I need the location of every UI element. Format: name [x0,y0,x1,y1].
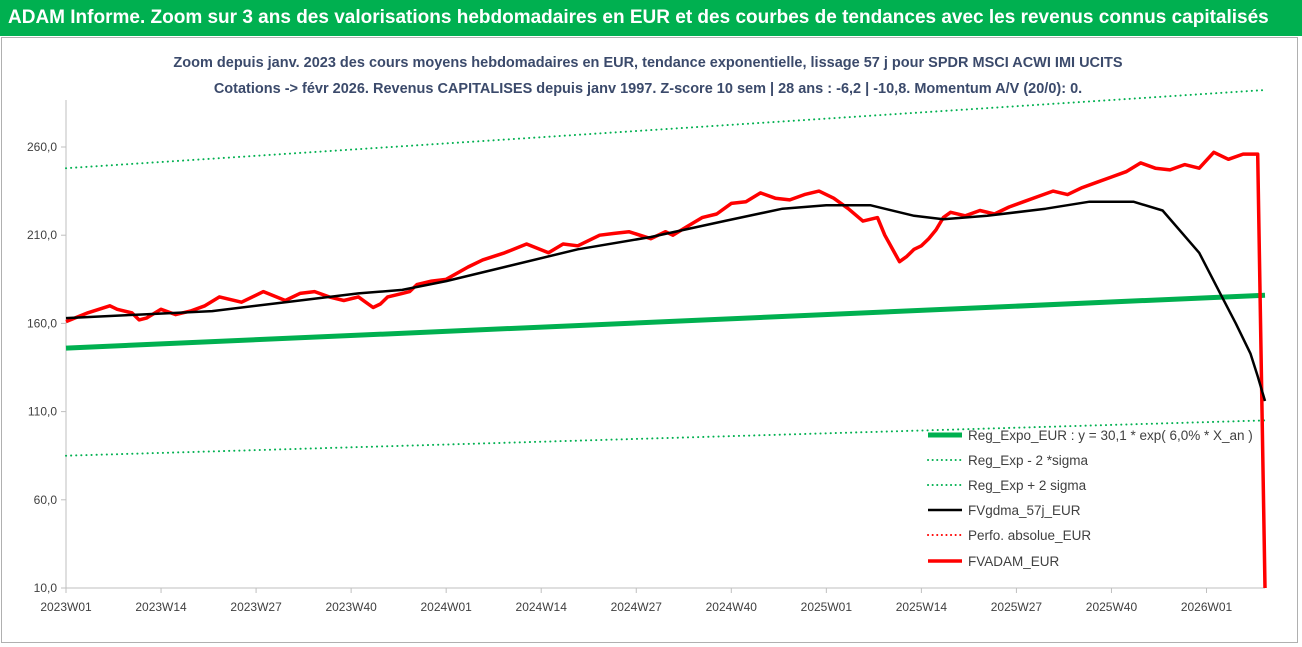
x-tick-label: 2025W40 [1086,600,1138,614]
x-tick-label: 2023W01 [40,600,92,614]
legend-label: Reg_Exp + 2 sigma [968,478,1087,493]
legend-label: Reg_Expo_EUR : y = 30,1 * exp( 6,0% * X_… [968,428,1253,443]
x-tick-label: 2023W14 [135,600,187,614]
series-line-3 [65,200,1267,402]
y-tick-label: 260,0 [27,140,57,154]
axes: 260,0 210,0 160,0 110,0 60,0 10,0 2023W01 2023W… [27,100,1265,614]
x-tick-label: 2023W27 [230,600,282,614]
x-tick-label: 2023W40 [325,600,377,614]
x-tick-label: 2024W01 [420,600,472,614]
x-tick-label: 2026W01 [1181,600,1233,614]
chart-frame [1,37,1298,643]
report-banner-title: ADAM Informe. Zoom sur 3 ans des valoris… [0,0,1302,36]
legend-label: FVADAM_EUR [968,554,1060,569]
x-tick-label: 2025W01 [801,600,853,614]
series-line-0 [65,292,1266,351]
y-tick-label: 210,0 [27,228,57,242]
legend-label: Perfo. absolue_EUR [968,528,1091,543]
x-tick-label: 2025W14 [896,600,948,614]
x-tick-label: 2025W27 [991,600,1043,614]
series-line-2 [65,89,1266,170]
y-tick-label: 60,0 [34,493,58,507]
y-tick-label: 10,0 [34,581,58,595]
chart-subtitle: Cotations -> févr 2026. Revenus CAPITALI… [214,81,1082,97]
legend: Reg_Expo_EUR : y = 30,1 * exp( 6,0% * X_… [927,428,1253,569]
legend-label: Reg_Exp - 2 *sigma [968,453,1089,468]
chart-title: Zoom depuis janv. 2023 des cours moyens … [173,55,1123,71]
y-tick-label: 160,0 [27,316,57,330]
x-tick-label: 2024W14 [516,600,568,614]
series-line-1 [65,419,1266,457]
series-layer [65,89,1267,589]
legend-label: FVgdma_57j_EUR [968,503,1081,518]
x-tick-label: 2024W40 [706,600,758,614]
x-tick-label: 2024W27 [611,600,663,614]
y-tick-label: 110,0 [28,405,57,419]
series-line-5 [65,150,1267,589]
